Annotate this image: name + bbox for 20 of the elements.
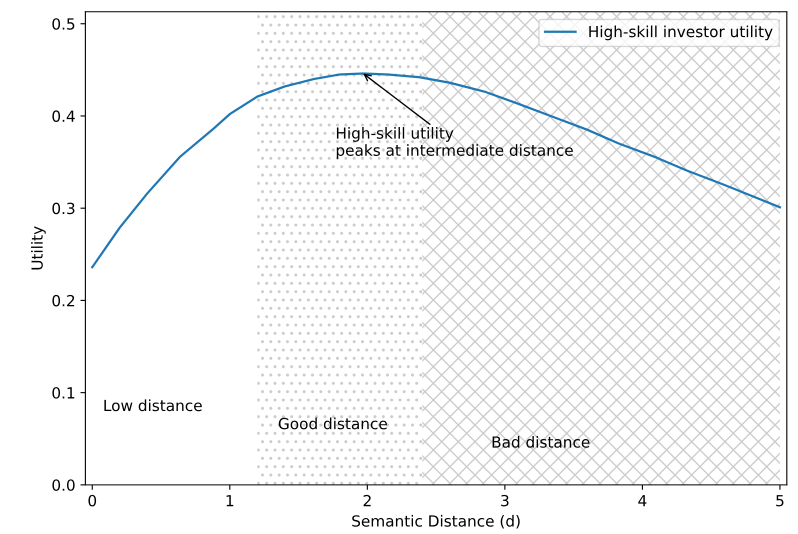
band-label: Bad distance — [492, 436, 590, 448]
band-label: Good distance — [278, 418, 387, 430]
y-tick-label: 0.2 — [52, 294, 74, 306]
x-tick-label: 2 — [364, 494, 371, 506]
x-tick-label: 4 — [638, 495, 646, 506]
x-tick-label: 1 — [226, 495, 234, 506]
x-axis-title: Semantic Distance (d) — [352, 514, 520, 529]
x-tick-label: 5 — [776, 495, 784, 506]
annotation: Low distance — [104, 399, 202, 412]
x-tick-label: 0 — [88, 494, 96, 506]
legend-label: High-skill investor utility — [589, 26, 773, 40]
y-tick-label: 0.4 — [52, 110, 75, 122]
line-series — [91, 72, 782, 268]
y-tick-label: 0.0 — [52, 479, 75, 491]
annotation: High-skill utility peaks at intermediate distance — [336, 127, 573, 159]
y-axis-title: Utility — [31, 226, 46, 270]
y-tick-label: 0.5 — [52, 18, 74, 30]
y-tick-label: 0.1 — [52, 387, 74, 399]
x-tick-label: 3 — [501, 494, 509, 506]
y-tick-label: 0.3 — [52, 202, 74, 214]
